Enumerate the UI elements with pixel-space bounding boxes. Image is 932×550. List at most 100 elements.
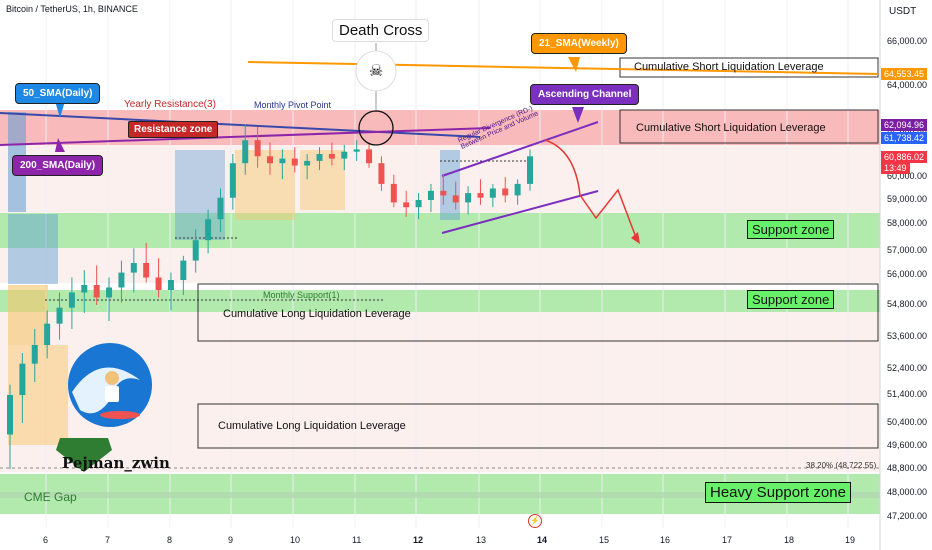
x-tick-label: 17: [722, 535, 733, 545]
sma200-label: 200_SMA(Daily): [12, 155, 104, 176]
support-zone-label-2: Support zone: [747, 290, 835, 309]
candle-body: [7, 395, 13, 435]
candle-body: [118, 272, 125, 288]
candle-body: [291, 158, 298, 166]
candle-body: [192, 240, 199, 261]
short-liq-box-1: [619, 57, 879, 78]
candle-body: [415, 200, 422, 208]
y-tick-label: 49,600.00: [887, 440, 928, 450]
monthly-support-label: Monthly Support(1): [263, 290, 340, 300]
sma50-label: 50_SMA(Daily): [15, 83, 101, 104]
candle-body: [93, 285, 100, 298]
y-tick-label: 48,800.00: [887, 463, 928, 473]
price-tag-channel: 62,094.96: [881, 119, 928, 131]
candle-body: [514, 183, 521, 196]
price-tag-sma50: 61,738.42: [881, 132, 928, 144]
death-cross-circle: [358, 110, 394, 146]
candle-body: [205, 219, 212, 241]
y-tick-label: 57,000.00: [887, 245, 928, 255]
candles: [7, 124, 533, 469]
support-zone-label-1: Support zone: [747, 220, 835, 239]
sma50-pointer: [55, 101, 65, 118]
x-tick-label: 13: [476, 535, 487, 545]
monthly-pivot-label: Monthly Pivot Point: [254, 100, 332, 110]
x-tick-label: 10: [290, 535, 301, 545]
candle-body: [143, 263, 150, 278]
candle-body: [452, 195, 459, 203]
cme-gap-label: CME Gap: [24, 490, 77, 504]
channel-lower-line: [441, 190, 599, 234]
candle-body: [440, 190, 447, 196]
support-zone-2-band: [0, 290, 880, 312]
channel-pointer: [572, 107, 584, 123]
y-tick-label: 54,800.00: [887, 299, 928, 309]
upper-pink-area: [0, 145, 880, 213]
sma21-pointer: [568, 57, 580, 72]
short-liq-label-1: Cumulative Short Liquidation Leverage: [634, 61, 824, 73]
long-liq-label-2: Cumulative Long Liquidation Leverage: [218, 420, 406, 432]
price-tag-countdown: 13:49: [881, 162, 910, 174]
sma200-pointer: [55, 138, 65, 152]
candle-body: [217, 197, 224, 220]
candle-body: [130, 263, 137, 273]
skull-bubble: [355, 50, 397, 92]
y-tick-label: 50,400.00: [887, 417, 928, 427]
candle-body: [403, 202, 410, 208]
y-tick-label: 66,000.00: [887, 36, 928, 46]
y-tick-label: 56,000.00: [887, 269, 928, 279]
candle-body: [180, 260, 187, 280]
support-zone-1-band: [0, 213, 880, 248]
author-avatar: [56, 343, 152, 472]
candle-body: [341, 151, 348, 159]
channel-upper-line: [441, 121, 599, 177]
candle-body: [353, 149, 360, 152]
price-tag-last: 60,886.02: [881, 151, 928, 163]
volume-profile: [8, 112, 460, 445]
candle-body: [229, 163, 236, 198]
candle-body: [427, 190, 434, 200]
x-tick-label: 9: [228, 535, 234, 545]
long-liq-label-1: Cumulative Long Liquidation Leverage: [223, 308, 411, 320]
y-tick-label: 53,600.00: [887, 331, 928, 341]
candle-body: [68, 292, 75, 308]
projection-arrowhead: [631, 232, 640, 244]
y-tick-label: 52,400.00: [887, 363, 928, 373]
y-tick-label: 59,000.00: [887, 194, 928, 204]
x-tick-label: 11: [352, 535, 362, 545]
short-liq-label-2: Cumulative Short Liquidation Leverage: [636, 122, 826, 134]
x-tick-label: 18: [784, 535, 795, 545]
long-liq-box-2: [197, 403, 879, 449]
y-tick-label: 47,200.00: [887, 511, 928, 521]
candle-body: [44, 323, 51, 345]
sma21-weekly-line: [247, 61, 879, 75]
candle-body: [19, 363, 26, 395]
candle-body: [316, 154, 323, 161]
candle-body: [279, 158, 286, 164]
x-tick-label: 16: [660, 535, 671, 545]
candle-body: [254, 140, 261, 157]
ascending-channel-label: Ascending Channel: [530, 84, 640, 105]
y-tick-label: 51,400.00: [887, 389, 928, 399]
x-tick-label: 15: [599, 535, 610, 545]
y-tick-label: 60,000.00: [887, 171, 928, 181]
candle-body: [378, 163, 385, 184]
candle-body: [465, 193, 472, 203]
candle-body: [267, 156, 273, 164]
x-tick-label: 19: [845, 535, 856, 545]
fib-label: 38.20% (48,722.55): [806, 461, 877, 470]
skull-icon: ☠: [369, 61, 383, 80]
sma50-daily-line: [0, 112, 481, 138]
candle-body: [155, 277, 162, 290]
y-tick-label: 64,000.00: [887, 80, 928, 90]
candle-body: [56, 307, 63, 324]
lightning-icon[interactable]: ⚡: [528, 514, 542, 528]
candle-body: [527, 156, 533, 184]
x-tick-label: 14: [537, 535, 548, 545]
candle-body: [390, 183, 397, 203]
heavy-support-label: Heavy Support zone: [705, 482, 851, 503]
candle-body: [502, 188, 509, 196]
x-tick-label: 12: [413, 535, 424, 545]
author-name: Pejman_zwin: [62, 454, 170, 472]
candle-body: [304, 160, 311, 166]
